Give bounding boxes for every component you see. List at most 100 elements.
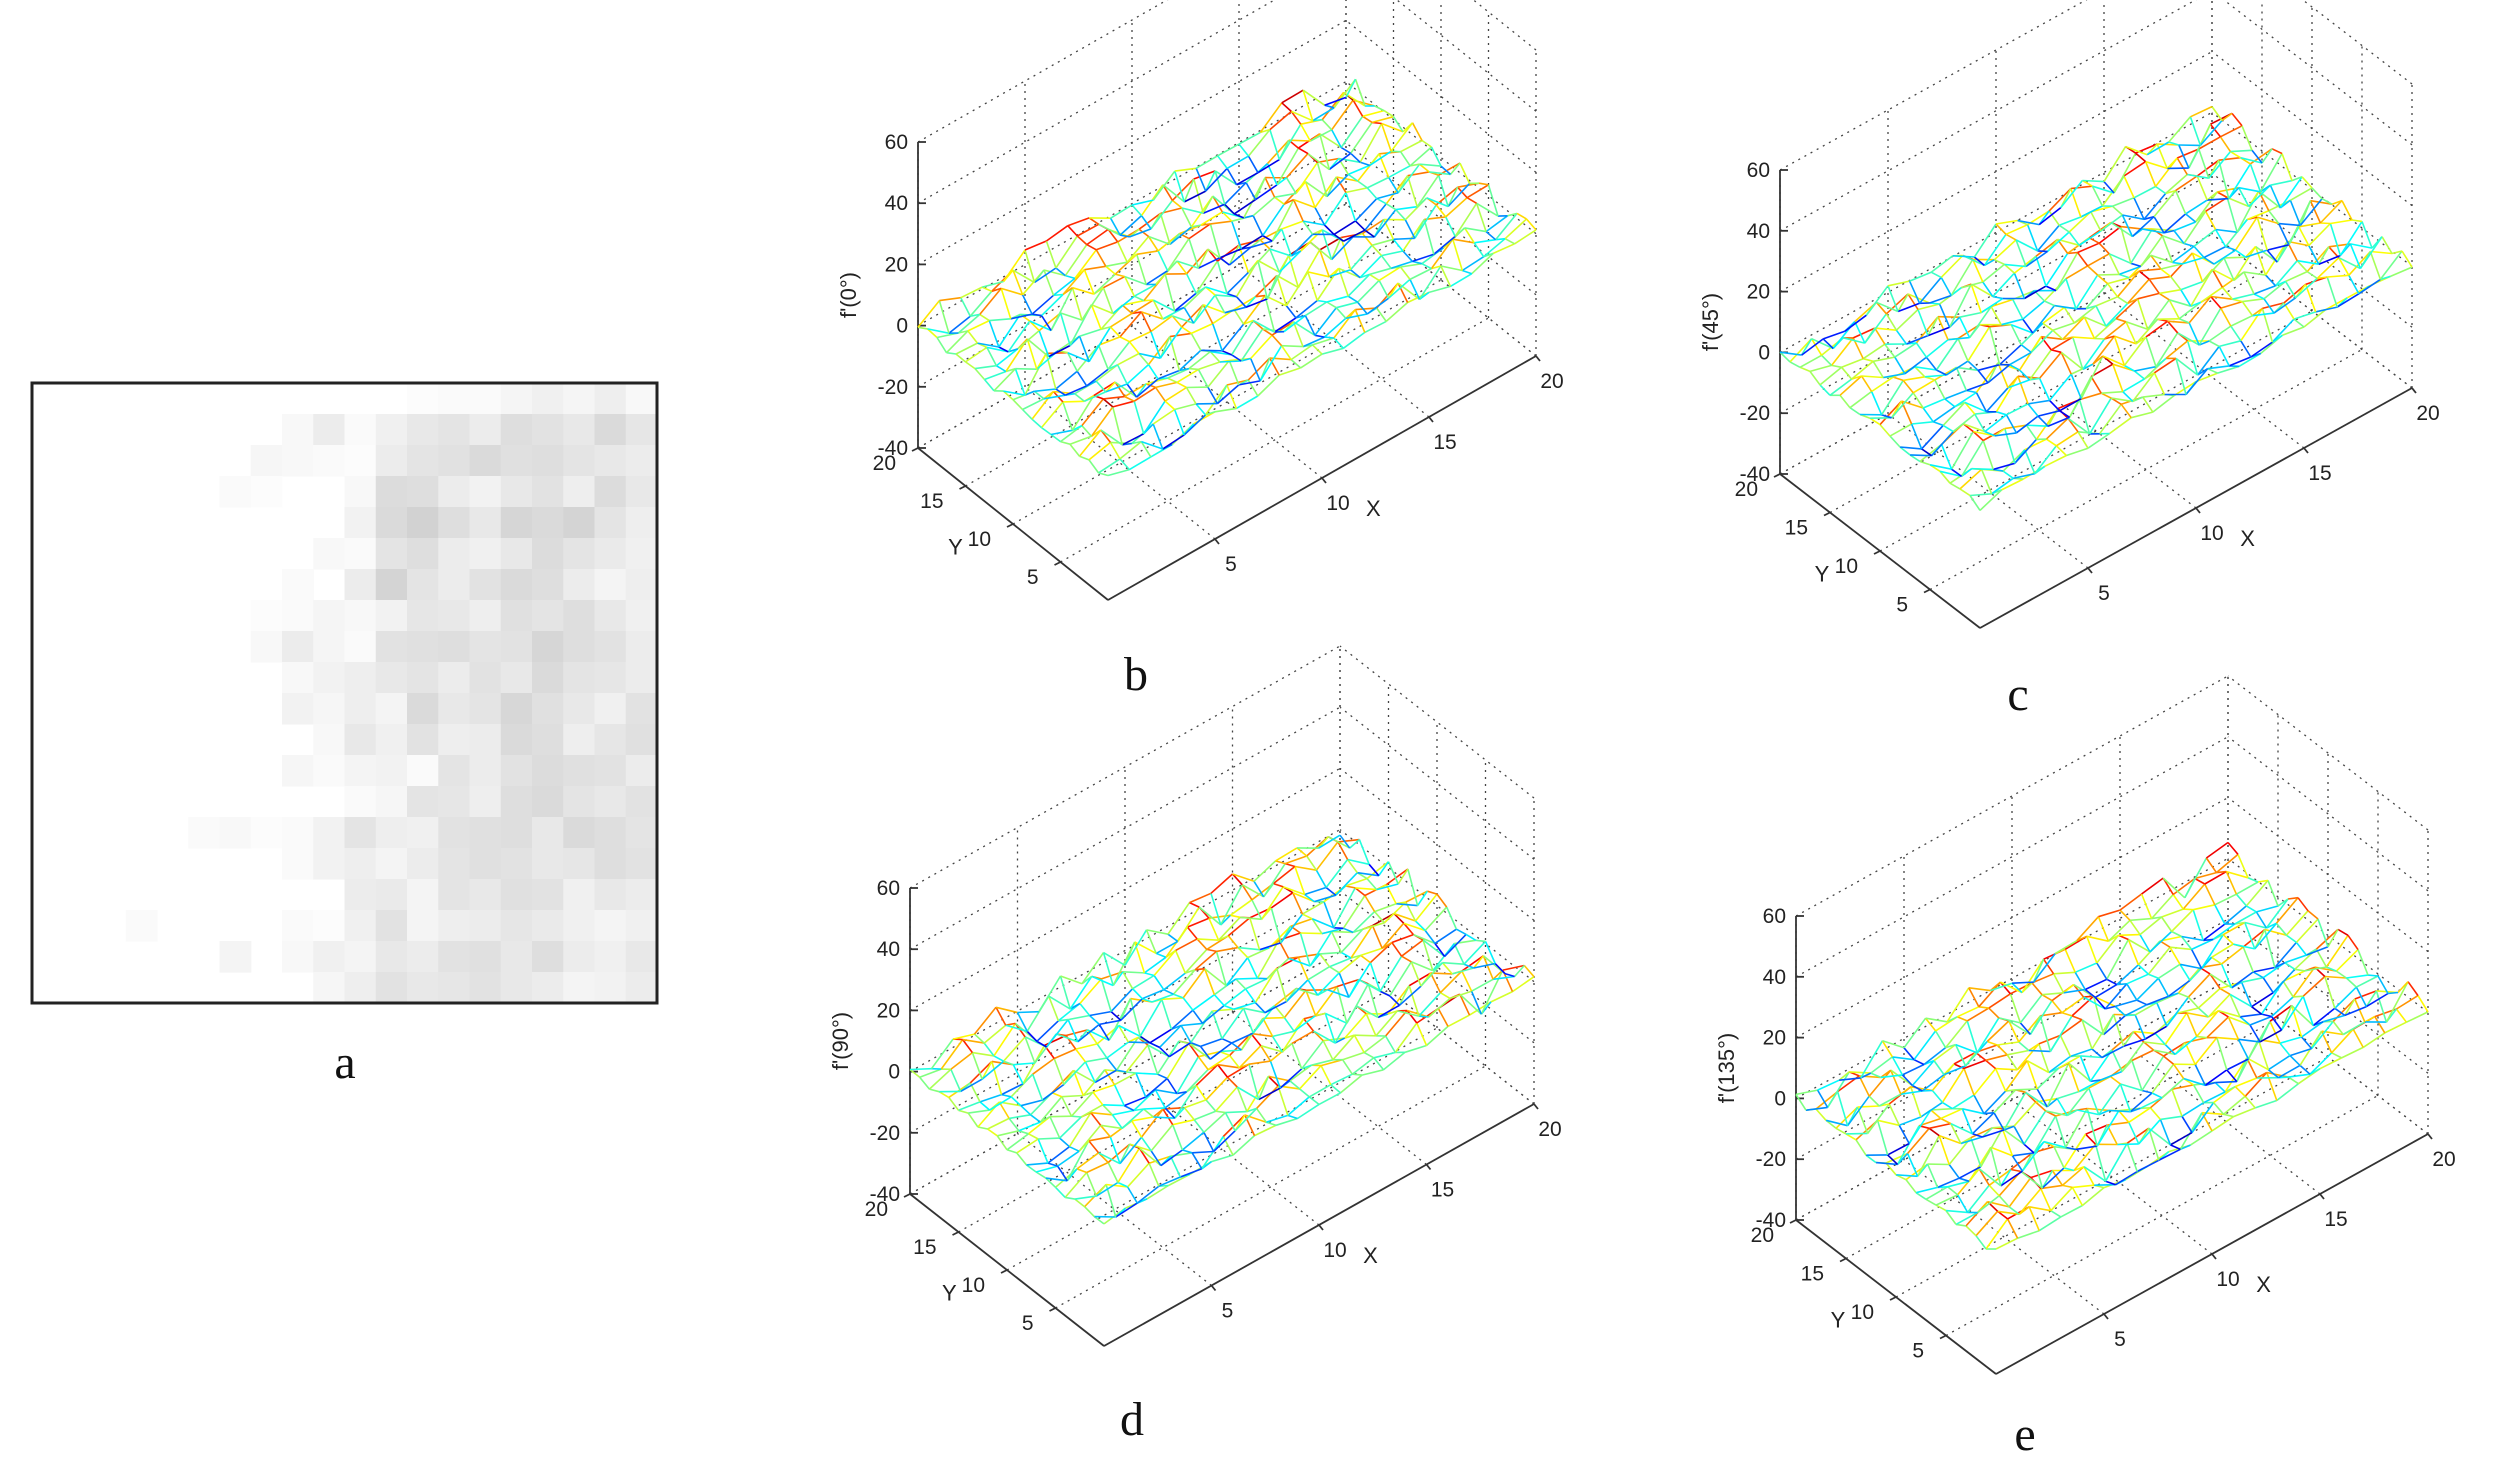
mesh-segment xyxy=(1093,381,1116,397)
mesh-segment xyxy=(1915,1186,1938,1194)
x-tick-mark xyxy=(2103,1313,2109,1320)
mesh-segment xyxy=(1109,217,1121,236)
image-pixel xyxy=(407,879,439,911)
mesh-segment xyxy=(1167,377,1178,384)
mesh-segment xyxy=(2064,948,2076,973)
mesh-segment xyxy=(1133,295,1145,302)
mesh-segment xyxy=(1002,390,1014,401)
mesh-segment xyxy=(1865,1154,1877,1164)
z-tick-label: 20 xyxy=(885,253,908,276)
image-frame xyxy=(30,381,659,1005)
image-pixel xyxy=(313,414,346,446)
mesh-segment xyxy=(2247,877,2259,883)
mesh-segment xyxy=(1235,395,1259,410)
mesh-segment xyxy=(1259,345,1283,382)
image-pixel xyxy=(313,600,346,632)
mesh-segment xyxy=(2192,909,2204,941)
mesh-segment xyxy=(1116,364,1128,385)
mesh-segment xyxy=(2331,1052,2342,1059)
mesh-segment xyxy=(1119,311,1143,338)
mesh-segment xyxy=(1105,261,1128,268)
mesh-segment xyxy=(1228,244,1240,266)
image-pixel xyxy=(375,879,408,911)
image-pixel xyxy=(469,755,502,787)
mesh-segment xyxy=(2056,1090,2080,1100)
mesh-segment xyxy=(1940,1108,1963,1120)
mesh-segment xyxy=(2223,1113,2234,1118)
y-tick-label: 10 xyxy=(1851,1301,1874,1324)
mesh-segment xyxy=(1150,315,1173,333)
mesh-segment xyxy=(1138,228,1150,238)
mesh-segment xyxy=(2374,1016,2386,1034)
mesh-segment xyxy=(1935,1204,1947,1212)
mesh-segment xyxy=(945,330,969,354)
image-pixel xyxy=(219,476,252,508)
mesh-segment xyxy=(1209,223,1221,258)
x-tick-mark xyxy=(2427,1133,2433,1140)
mesh-segment xyxy=(2395,1008,2408,1023)
mesh-segment xyxy=(974,364,997,370)
mesh-segment xyxy=(1971,1112,1995,1135)
image-pixel xyxy=(375,910,408,942)
image-pixel xyxy=(344,693,377,725)
mesh-segment xyxy=(1996,1044,2008,1056)
mesh-segment xyxy=(1210,350,1232,356)
image-pixel xyxy=(500,879,533,911)
z-tick-label: 40 xyxy=(885,192,908,215)
mesh-segment xyxy=(2214,1082,2226,1093)
mesh-segment xyxy=(1257,260,1269,300)
mesh-segment xyxy=(1876,1120,1889,1156)
wall-gridline xyxy=(2227,797,2429,953)
mesh-segment xyxy=(1966,1184,1990,1213)
image-pixel xyxy=(469,600,502,632)
mesh-segment xyxy=(1079,328,1102,337)
mesh-segment xyxy=(1219,257,1230,266)
image-pixel xyxy=(313,631,346,663)
image-pixel xyxy=(563,507,596,539)
image-pixel xyxy=(438,879,471,911)
image-pixel xyxy=(469,879,502,911)
mesh-segment xyxy=(1103,395,1125,400)
mesh-segment xyxy=(1050,429,1073,436)
mesh-segment xyxy=(2242,946,2254,973)
mesh-segment xyxy=(1986,1040,1998,1046)
mesh-segment xyxy=(2335,949,2359,972)
mesh-segment xyxy=(1128,456,1152,471)
mesh-segment xyxy=(2006,1218,2019,1239)
mesh-segment xyxy=(2052,973,2065,994)
mesh-segment xyxy=(1138,212,1161,230)
mesh-segment xyxy=(988,320,1000,348)
mesh-segment xyxy=(998,346,1009,353)
image-pixel xyxy=(375,786,408,818)
mesh-segment xyxy=(2226,870,2249,879)
image-pixel xyxy=(407,755,439,787)
mesh-segment xyxy=(1026,338,1050,358)
mesh-segment xyxy=(1133,400,1145,435)
mesh-segment xyxy=(2235,893,2248,907)
mesh-segment xyxy=(1081,398,1104,427)
mesh-segment xyxy=(2251,1006,2263,1015)
image-pixel xyxy=(438,476,471,508)
mesh-segment xyxy=(1252,319,1275,333)
mesh-segment xyxy=(1040,401,1064,429)
mesh-segment xyxy=(2104,1142,2128,1182)
mesh-segment xyxy=(1866,1103,1890,1134)
mesh-segment xyxy=(1228,360,1240,386)
mesh-segment xyxy=(2299,1064,2311,1075)
mesh-segment xyxy=(2406,1011,2429,1023)
mesh-segment xyxy=(1905,1163,1929,1181)
mesh-segment xyxy=(1159,213,1171,245)
image-pixel xyxy=(375,507,408,539)
mesh-segment xyxy=(2364,1015,2376,1023)
mesh-segment xyxy=(2384,1021,2407,1034)
image-pixel xyxy=(438,693,471,725)
mesh-segment xyxy=(1247,248,1271,273)
mesh-segment xyxy=(2094,983,2118,999)
floor-gridline xyxy=(1060,317,1489,563)
mesh-segment xyxy=(1304,301,1328,317)
mesh-segment xyxy=(1188,238,1200,269)
mesh-segment xyxy=(1145,270,1169,286)
mesh-segment xyxy=(2084,978,2108,991)
mesh-segment xyxy=(1219,360,1242,363)
image-pixel xyxy=(344,662,377,694)
